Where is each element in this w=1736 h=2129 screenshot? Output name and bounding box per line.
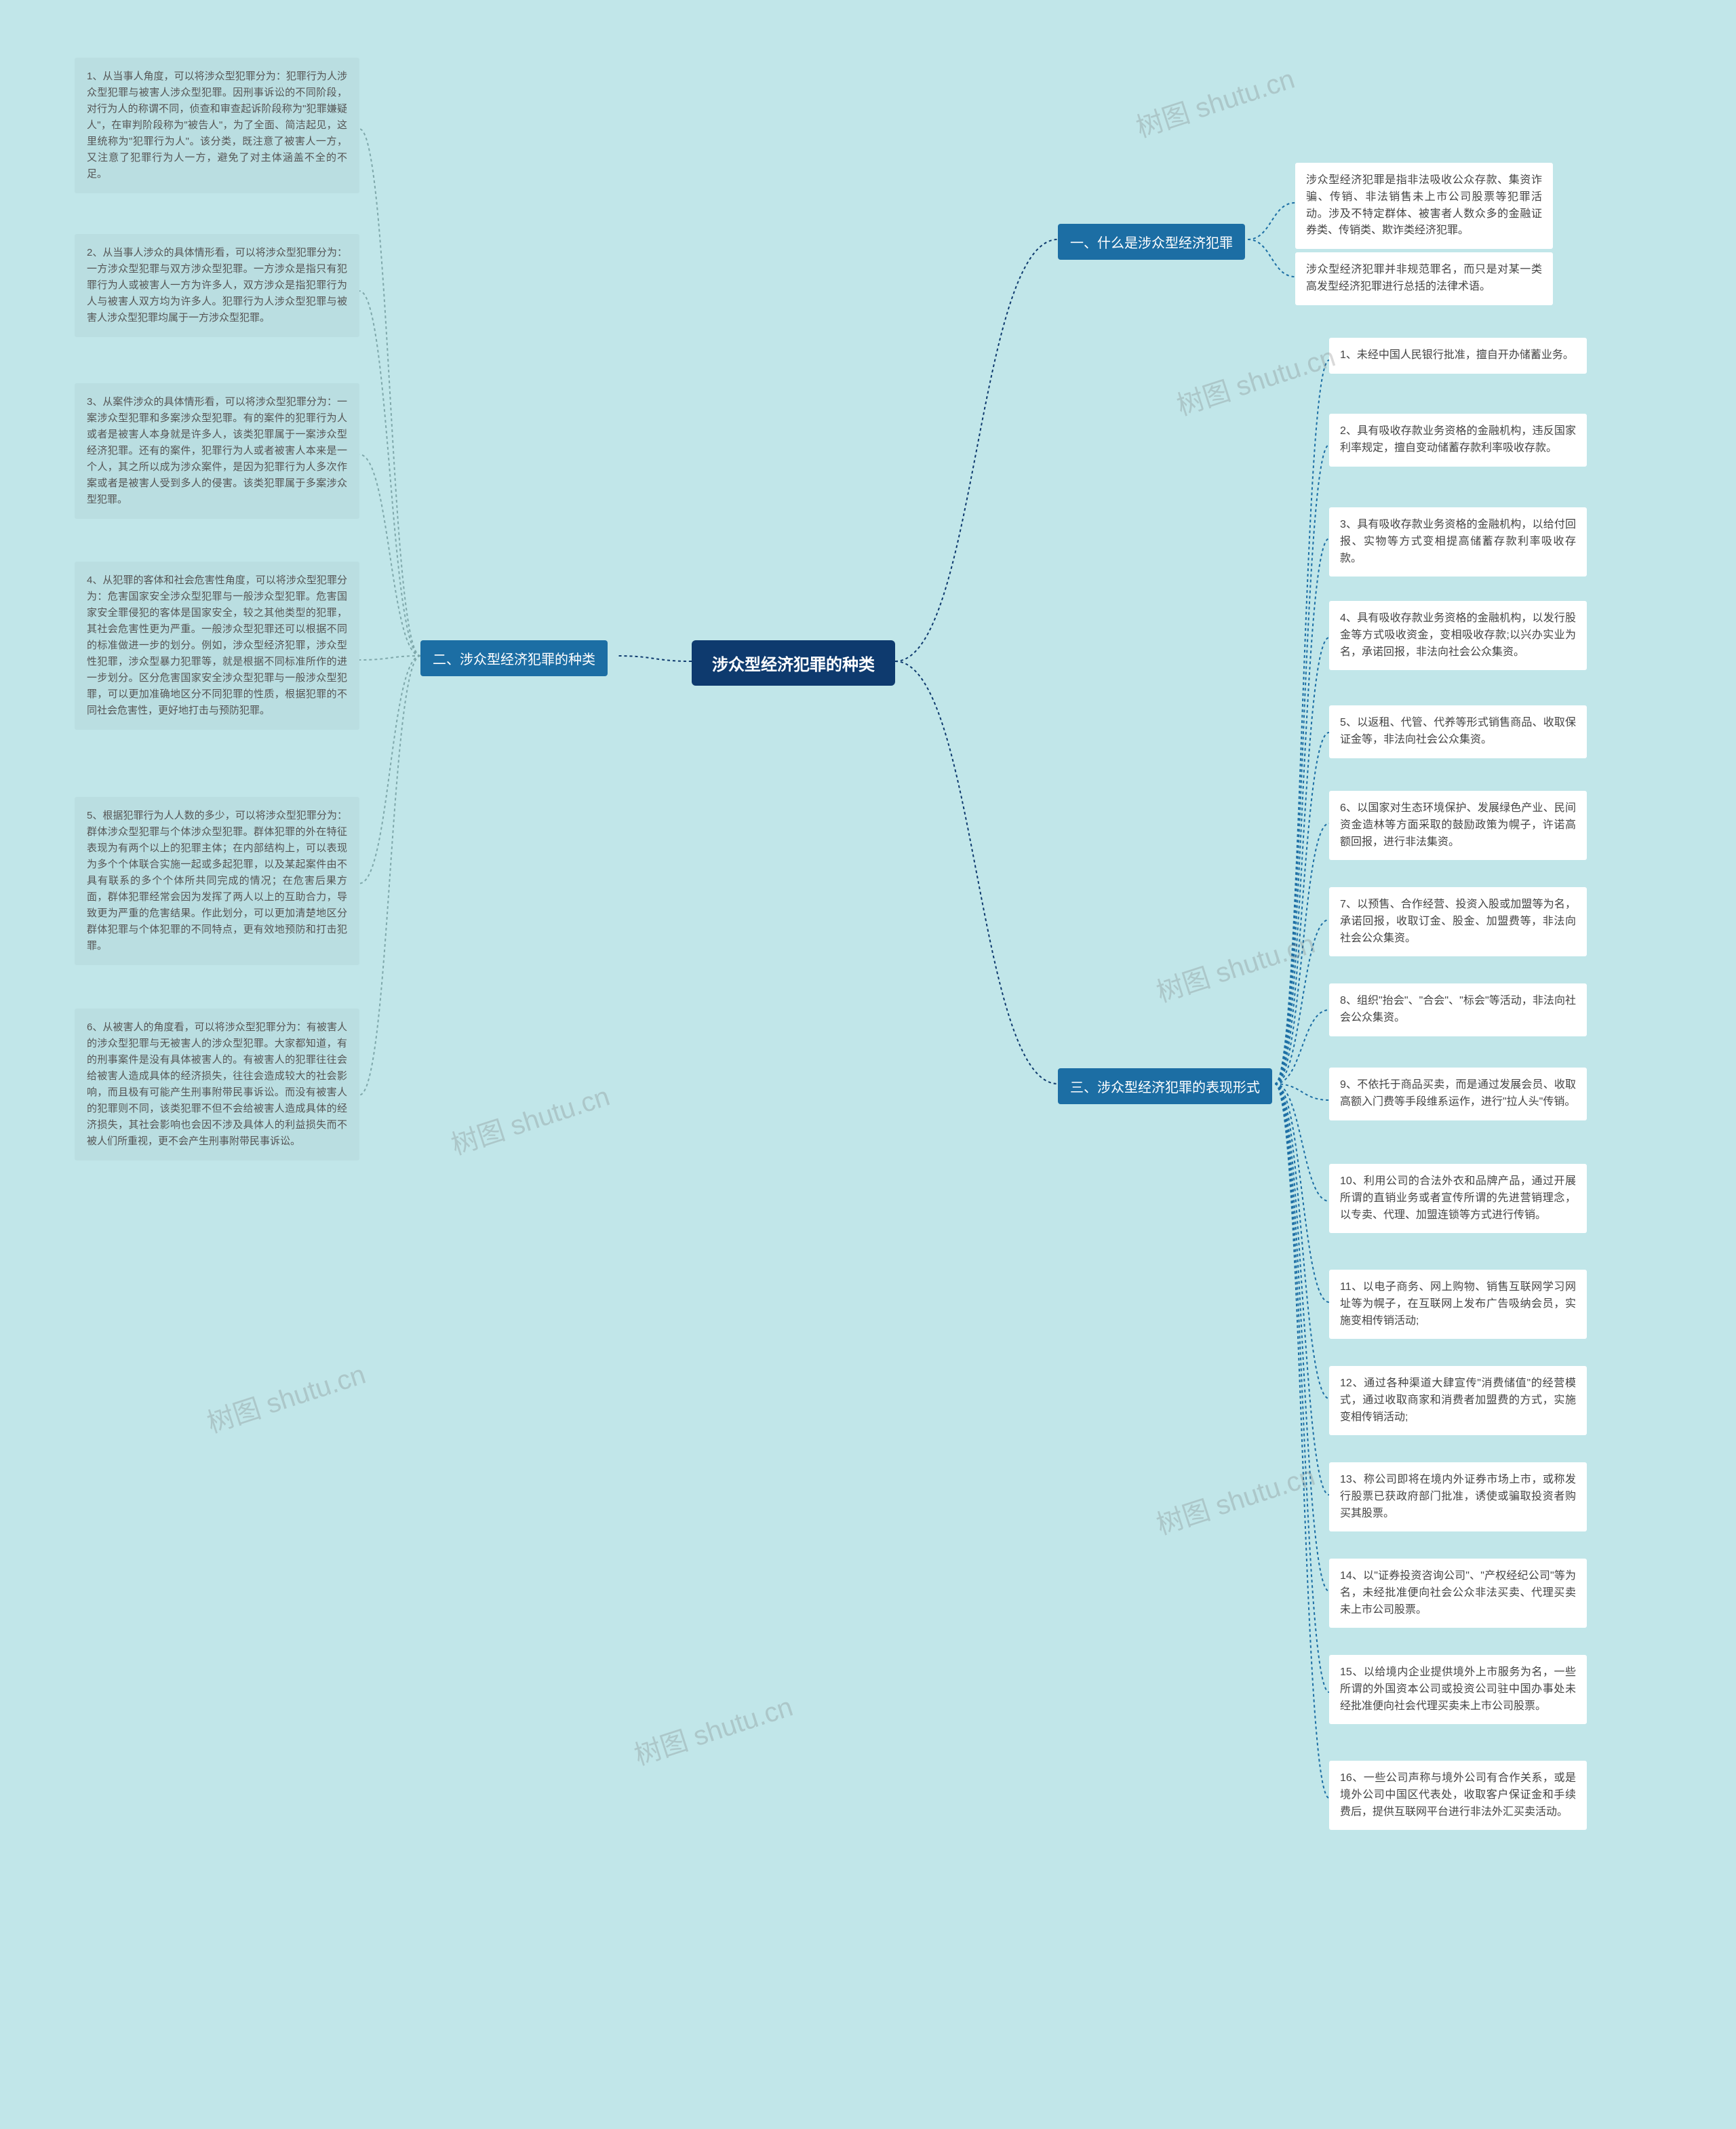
branch-3-leaf-12: 12、通过各种渠道大肆宣传"消费储值"的经营模式，通过收取商家和消费者加盟费的方… xyxy=(1329,1366,1587,1435)
branch-2-leaf-3: 3、从案件涉众的具体情形看，可以将涉众型犯罪分为：一案涉众型犯罪和多案涉众型犯罪… xyxy=(75,383,359,519)
branch-3-leaf-14: 14、以"证券投资咨询公司"、"产权经纪公司"等为名，未经批准便向社会公众非法买… xyxy=(1329,1559,1587,1628)
branch-3-leaf-16: 16、一些公司声称与境外公司有合作关系，或是境外公司中国区代表处，收取客户保证金… xyxy=(1329,1761,1587,1830)
branch-2-leaf-2: 2、从当事人涉众的具体情形看，可以将涉众型犯罪分为：一方涉众型犯罪与双方涉众型犯… xyxy=(75,234,359,337)
branch-3-leaf-10: 10、利用公司的合法外衣和品牌产品，通过开展所谓的直销业务或者宣传所谓的先进营销… xyxy=(1329,1164,1587,1233)
watermark-1: 树图 shutu.cn xyxy=(1130,57,1299,145)
branch-2-leaf-1: 1、从当事人角度，可以将涉众型犯罪分为：犯罪行为人涉众型犯罪与被害人涉众型犯罪。… xyxy=(75,58,359,193)
watermark-7: 树图 shutu.cn xyxy=(446,1074,614,1163)
branch-3-leaf-15: 15、以给境内企业提供境外上市服务为名，一些所谓的外国资本公司或投资公司驻中国办… xyxy=(1329,1655,1587,1724)
branch-3-leaf-7: 7、以预售、合作经营、投资入股或加盟等为名，承诺回报，收取订金、股金、加盟费等，… xyxy=(1329,887,1587,956)
branch-2-leaf-4: 4、从犯罪的客体和社会危害性角度，可以将涉众型犯罪分为：危害国家安全涉众型犯罪与… xyxy=(75,562,359,730)
watermark-6: 树图 shutu.cn xyxy=(629,1685,797,1773)
branch-3-leaf-6: 6、以国家对生态环境保护、发展绿色产业、民间资金造林等方面采取的鼓励政策为幌子，… xyxy=(1329,791,1587,860)
branch-2-leaf-6: 6、从被害人的角度看，可以将涉众型犯罪分为：有被害人的涉众型犯罪与无被害人的涉众… xyxy=(75,1009,359,1160)
branch-1[interactable]: 一、什么是涉众型经济犯罪 xyxy=(1058,224,1245,260)
branch-3-leaf-11: 11、以电子商务、网上购物、销售互联网学习网址等为幌子，在互联网上发布广告吸纳会… xyxy=(1329,1270,1587,1339)
branch-3[interactable]: 三、涉众型经济犯罪的表现形式 xyxy=(1058,1068,1272,1104)
branch-2-leaf-5: 5、根据犯罪行为人人数的多少，可以将涉众型犯罪分为：群体涉众型犯罪与个体涉众型犯… xyxy=(75,797,359,965)
center-node[interactable]: 涉众型经济犯罪的种类 xyxy=(692,640,895,686)
branch-2[interactable]: 二、涉众型经济犯罪的种类 xyxy=(420,640,608,676)
branch-1-leaf-2: 涉众型经济犯罪并非规范罪名，而只是对某一类高发型经济犯罪进行总括的法律术语。 xyxy=(1295,252,1553,305)
branch-3-leaf-8: 8、组织"抬会"、"合会"、"标会"等活动，非法向社会公众集资。 xyxy=(1329,983,1587,1036)
watermark-2: 树图 shutu.cn xyxy=(1171,335,1339,423)
branch-3-leaf-3: 3、具有吸收存款业务资格的金融机构，以给付回报、实物等方式变相提高储蓄存款利率吸… xyxy=(1329,507,1587,577)
branch-1-leaf-1: 涉众型经济犯罪是指非法吸收公众存款、集资诈骗、传销、非法销售未上市公司股票等犯罪… xyxy=(1295,163,1553,249)
watermark-3: 树图 shutu.cn xyxy=(1151,922,1319,1010)
branch-3-leaf-13: 13、称公司即将在境内外证券市场上市，或称发行股票已获政府部门批准，诱使或骗取投… xyxy=(1329,1462,1587,1531)
branch-3-leaf-1: 1、未经中国人民银行批准，擅自开办储蓄业务。 xyxy=(1329,338,1587,374)
branch-3-leaf-4: 4、具有吸收存款业务资格的金融机构，以发行股金等方式吸收资金，变相吸收存款;以兴… xyxy=(1329,601,1587,670)
branch-3-leaf-2: 2、具有吸收存款业务资格的金融机构，违反国家利率规定，擅自变动储蓄存款利率吸收存… xyxy=(1329,414,1587,467)
watermark-5: 树图 shutu.cn xyxy=(201,1352,370,1441)
branch-3-leaf-9: 9、不依托于商品买卖，而是通过发展会员、收取高额入门费等手段维系运作，进行"拉人… xyxy=(1329,1068,1587,1120)
watermark-4: 树图 shutu.cn xyxy=(1151,1454,1319,1542)
branch-3-leaf-5: 5、以返租、代管、代养等形式销售商品、收取保证金等，非法向社会公众集资。 xyxy=(1329,705,1587,758)
